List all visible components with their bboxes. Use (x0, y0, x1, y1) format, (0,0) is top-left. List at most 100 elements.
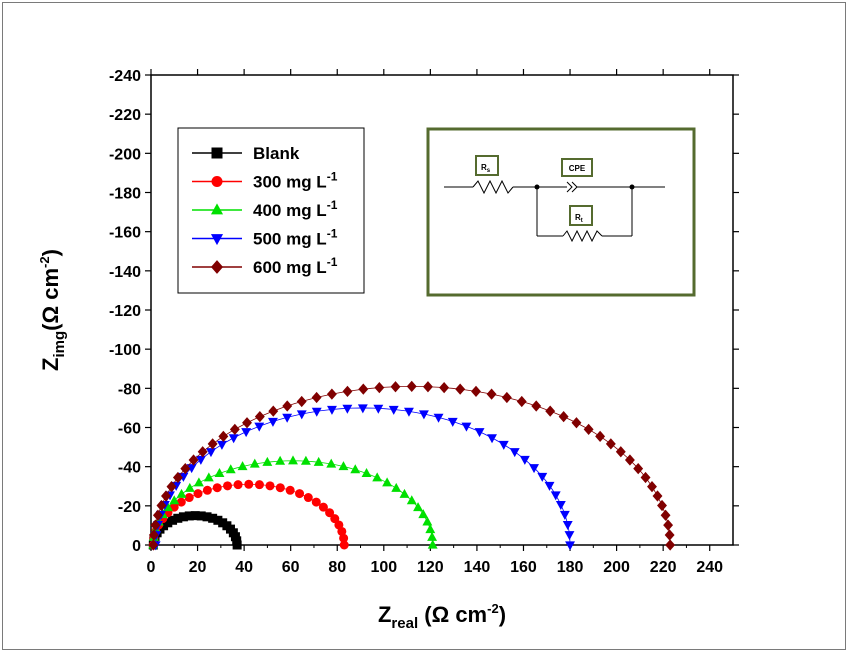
data-point (447, 417, 458, 427)
x-tick-label: 160 (510, 559, 537, 576)
data-point (565, 541, 575, 551)
cpe-symbol (566, 181, 573, 193)
data-point (275, 455, 286, 465)
data-point (228, 434, 239, 444)
data-point (325, 508, 335, 518)
data-point (262, 456, 273, 466)
data-point (413, 502, 423, 512)
data-point (471, 385, 481, 397)
data-point (357, 404, 368, 414)
data-point (223, 481, 233, 491)
legend-item: Blank (192, 144, 300, 163)
data-point (640, 471, 651, 484)
data-point (249, 458, 260, 468)
legend-item: 500 mg L-1 (192, 227, 338, 249)
data-point (559, 510, 570, 520)
data-point (208, 513, 218, 523)
x-tick-label: 120 (417, 559, 444, 576)
data-point (562, 520, 573, 530)
legend-label: 400 mg L-1 (253, 198, 338, 220)
data-point (537, 472, 548, 482)
data-point (282, 413, 293, 423)
resistor-rt (562, 229, 603, 243)
data-point (595, 430, 606, 443)
data-point (555, 500, 566, 510)
data-point (652, 490, 663, 502)
data-point (207, 438, 218, 450)
legend-label: 500 mg L-1 (253, 227, 338, 249)
data-point (285, 485, 295, 495)
data-point (212, 483, 222, 493)
data-point (545, 405, 556, 417)
data-point (213, 515, 223, 525)
data-point (229, 423, 240, 435)
data-point (214, 468, 225, 478)
data-point (372, 472, 383, 482)
svg-text:CPE: CPE (569, 164, 586, 173)
data-point (633, 462, 644, 475)
data-point (176, 497, 186, 507)
data-point (391, 482, 402, 492)
data-point (311, 497, 321, 507)
svg-text:Rs: Rs (481, 163, 491, 174)
data-point (211, 176, 223, 187)
data-point (180, 462, 191, 475)
data-point (241, 428, 252, 438)
x-tick-label: 200 (603, 559, 630, 576)
data-point (150, 519, 161, 531)
series-layer (148, 380, 676, 551)
data-point (427, 531, 438, 541)
data-point (254, 422, 265, 432)
data-point (486, 388, 497, 400)
circuit-border (426, 127, 696, 297)
x-tick-label: 240 (696, 559, 723, 576)
data-point (254, 480, 264, 490)
y-tick-label: -20 (118, 499, 141, 516)
data-point (275, 483, 285, 493)
data-point (176, 488, 187, 498)
legend: Blank 300 mg L-1 400 mg L-1 500 mg L-1 600 m… (177, 127, 365, 294)
legend-label: 600 mg L-1 (253, 255, 338, 277)
data-point (178, 472, 189, 482)
y-tick-label: -200 (109, 146, 141, 163)
y-tick-label: -120 (109, 303, 141, 320)
data-point (558, 411, 569, 423)
data-point (564, 531, 575, 541)
data-point (615, 446, 626, 458)
data-point (156, 499, 167, 512)
data-point (203, 472, 214, 482)
x-axis-title: Zreal (Ω cm-2) (378, 601, 506, 632)
data-point (313, 456, 324, 466)
data-point (531, 400, 542, 412)
y-tick-label: -240 (109, 68, 141, 85)
data-point (422, 516, 433, 526)
data-point (296, 410, 307, 420)
y-tick-label: 0 (132, 538, 141, 555)
data-point (196, 511, 206, 521)
data-point (501, 391, 512, 404)
legend-item: 400 mg L-1 (192, 198, 338, 220)
data-point (295, 489, 305, 499)
data-point (382, 477, 393, 487)
data-point (326, 458, 337, 468)
data-point (657, 499, 667, 512)
data-point (193, 477, 204, 487)
data-point (233, 480, 243, 490)
data-point (193, 489, 203, 499)
data-point (338, 461, 349, 471)
series-500 mg L-1 (150, 404, 575, 551)
data-point (303, 493, 313, 503)
x-tick-label: 60 (282, 559, 300, 576)
data-point (244, 479, 254, 489)
data-point (342, 404, 353, 414)
data-point (265, 481, 275, 491)
cpe-label-box (561, 158, 593, 177)
data-point (152, 509, 163, 521)
svg-text:Rt: Rt (575, 213, 583, 224)
data-point (487, 434, 497, 444)
data-point (296, 395, 307, 408)
data-point (197, 446, 208, 458)
data-point (418, 410, 429, 420)
data-point (184, 511, 194, 521)
